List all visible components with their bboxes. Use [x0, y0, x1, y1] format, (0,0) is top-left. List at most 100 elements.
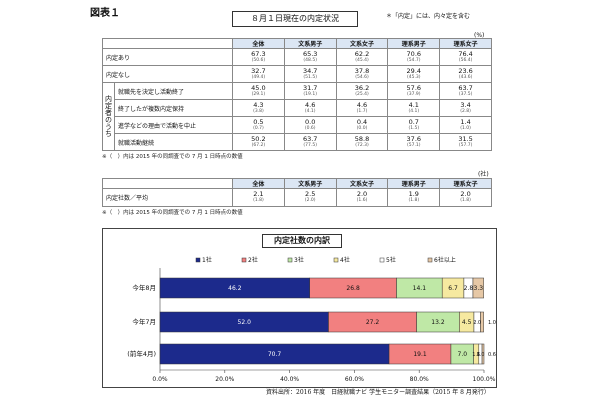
data-label: 70.7	[268, 351, 282, 358]
cell-prev: (0.0)	[356, 125, 368, 131]
cell-value: 0.0	[305, 117, 316, 126]
cell-value: 3.4	[460, 100, 471, 109]
table2-header-row: 全体 文系男子 文系女子 理系男子 理系女子	[102, 178, 492, 189]
data-label: 6.7	[448, 285, 458, 292]
group-label-text: 内定者のうち	[104, 94, 113, 137]
cell-value: 62.2	[354, 49, 370, 58]
cell-prev: (72.3)	[355, 142, 369, 148]
x-tick-label: 60.0%	[345, 376, 364, 383]
table1-unit: (%)	[474, 32, 485, 39]
cell-prev: (1.6)	[356, 198, 368, 203]
cell-value: 23.6	[458, 66, 473, 75]
cell-prev: (48.5)	[303, 57, 317, 63]
category-label: 今年8月	[132, 283, 156, 292]
legend-label: 5社	[386, 256, 396, 264]
cell-prev: (67.2)	[251, 142, 266, 148]
legend-label: 1社	[202, 256, 212, 264]
cell-prev: (77.5)	[303, 142, 317, 148]
legend-swatch	[427, 257, 433, 263]
source-note: 資料出所：2016 年度 日経就職ナビ 学生モニター調査結果（2015 年 8 …	[266, 389, 490, 396]
table-row: 内定社数／平均 2.1 (1.8) 2.5 (2.0) 2.0 (1.6) 1.9 (1…	[102, 188, 492, 207]
cell-prev: (19.1)	[303, 91, 317, 97]
table-row: 内定なし 32.7 (49.4) 34.7 (51.5) 37.8 (54.6) 29.4 (4…	[102, 65, 492, 83]
x-tick-label: 80.0%	[410, 376, 429, 383]
chart-frame	[102, 228, 497, 388]
offer-count-table: 全体 文系男子 文系女子 理系男子 理系女子 内定社数／平均 2.1 (1.8) …	[102, 178, 492, 207]
data-label: 2.0	[473, 320, 481, 326]
data-label: 0.6	[488, 352, 496, 358]
data-label: 7.0	[458, 351, 468, 358]
cell-prev: (0.6)	[304, 125, 316, 131]
cell: 63.7 (77.5)	[283, 133, 337, 151]
cell-prev: (37.9)	[407, 91, 421, 97]
cell-value: 2.0	[356, 190, 368, 198]
row-label: 就職活動継続	[114, 133, 233, 151]
cell-prev: (37.5)	[458, 91, 473, 97]
table-row: 内定あり 67.3 (50.6) 65.3 (48.5) 62.2 (45.4) 70.6 (5…	[102, 48, 492, 66]
bar-segment	[480, 311, 484, 333]
data-label: 3.3	[474, 285, 484, 292]
cell-value: 2.0	[460, 190, 471, 198]
cell: 2.0 (1.6)	[335, 188, 389, 207]
figure-label: 図表１	[90, 8, 120, 19]
cell-prev: (1.8)	[253, 198, 264, 203]
legend-swatch	[195, 257, 201, 263]
bar-segment	[472, 277, 484, 299]
data-label: 1.0	[476, 352, 484, 358]
cell-prev: (0.7)	[253, 125, 264, 131]
cell-value: 4.3	[253, 100, 264, 109]
cell-prev: (1.8)	[408, 198, 420, 203]
legend-label: 3社	[294, 256, 304, 264]
cell-prev: (49.4)	[251, 74, 266, 80]
cell-value: 37.6	[406, 134, 422, 143]
cell-prev: (54.7)	[407, 57, 421, 63]
cell-prev: (29.1)	[251, 91, 266, 97]
cell: 50.2 (67.2)	[232, 133, 285, 151]
data-label: 52.0	[238, 319, 252, 326]
cell-prev: (2.0)	[304, 198, 316, 203]
table1-footnote: ※（ ）内は 2015 年の同調査での 7 月 1 日時点の数値	[102, 154, 243, 160]
x-tick-label: 100.0%	[473, 376, 496, 383]
cell-value: 32.7	[251, 66, 266, 75]
cell-value: 1.4	[460, 117, 471, 126]
cell-value: 34.7	[302, 66, 318, 75]
cell: 1.9 (1.8)	[387, 188, 441, 207]
cell: 2.1 (1.8)	[232, 188, 285, 207]
table-row: 終了したが複数内定保持 4.3 (3.8) 4.6 (4.1) 4.6 (1.7) 4.1 (4…	[103, 99, 492, 117]
cell-value: 0.7	[408, 117, 419, 126]
cell-prev: (3.8)	[253, 108, 264, 114]
cell: 37.6 (57.1)	[387, 133, 441, 151]
chart-title: 内定社数の内訳	[262, 234, 342, 248]
data-label: 27.2	[366, 319, 380, 326]
cell-value: 37.8	[354, 66, 370, 75]
cell-value: 50.2	[251, 134, 266, 143]
cell-value: 29.4	[406, 66, 422, 75]
bar-segment	[481, 343, 485, 365]
data-label: 1.6	[472, 352, 480, 358]
cell-prev: (2.8)	[460, 108, 471, 114]
cell-prev: (4.1)	[304, 108, 316, 114]
cell-prev: (50.6)	[251, 57, 266, 63]
cell-value: 36.2	[354, 83, 370, 92]
cell-value: 2.5	[305, 190, 316, 198]
data-label: 1.0	[488, 320, 496, 326]
x-tick-label: 20.0%	[215, 376, 234, 383]
category-label: (前年4月)	[127, 349, 156, 358]
legend-swatch	[287, 257, 293, 263]
table2-unit: (社)	[478, 171, 489, 178]
cell-prev: (4.1)	[408, 108, 420, 114]
cell-value: 70.6	[406, 49, 422, 58]
cell: 31.5 (57.7)	[439, 133, 492, 151]
naitei-status-table: 全体 文系男子 文系女子 理系男子 理系女子 内定あり 67.3 (50.6) 65.…	[102, 38, 492, 151]
cell-prev: (57.7)	[458, 142, 473, 148]
cell-value: 65.3	[302, 49, 318, 58]
legend-label: 6社以上	[434, 256, 456, 264]
cell-value: 31.7	[302, 83, 318, 92]
cell-prev: (43.6)	[458, 74, 473, 80]
legend-label: 2社	[248, 256, 258, 264]
cell-prev: (1.5)	[408, 125, 420, 131]
legend-swatch	[333, 257, 339, 263]
table1-note: ＊「内定」には、内々定を含む	[386, 13, 471, 20]
legend-swatch	[379, 257, 385, 263]
